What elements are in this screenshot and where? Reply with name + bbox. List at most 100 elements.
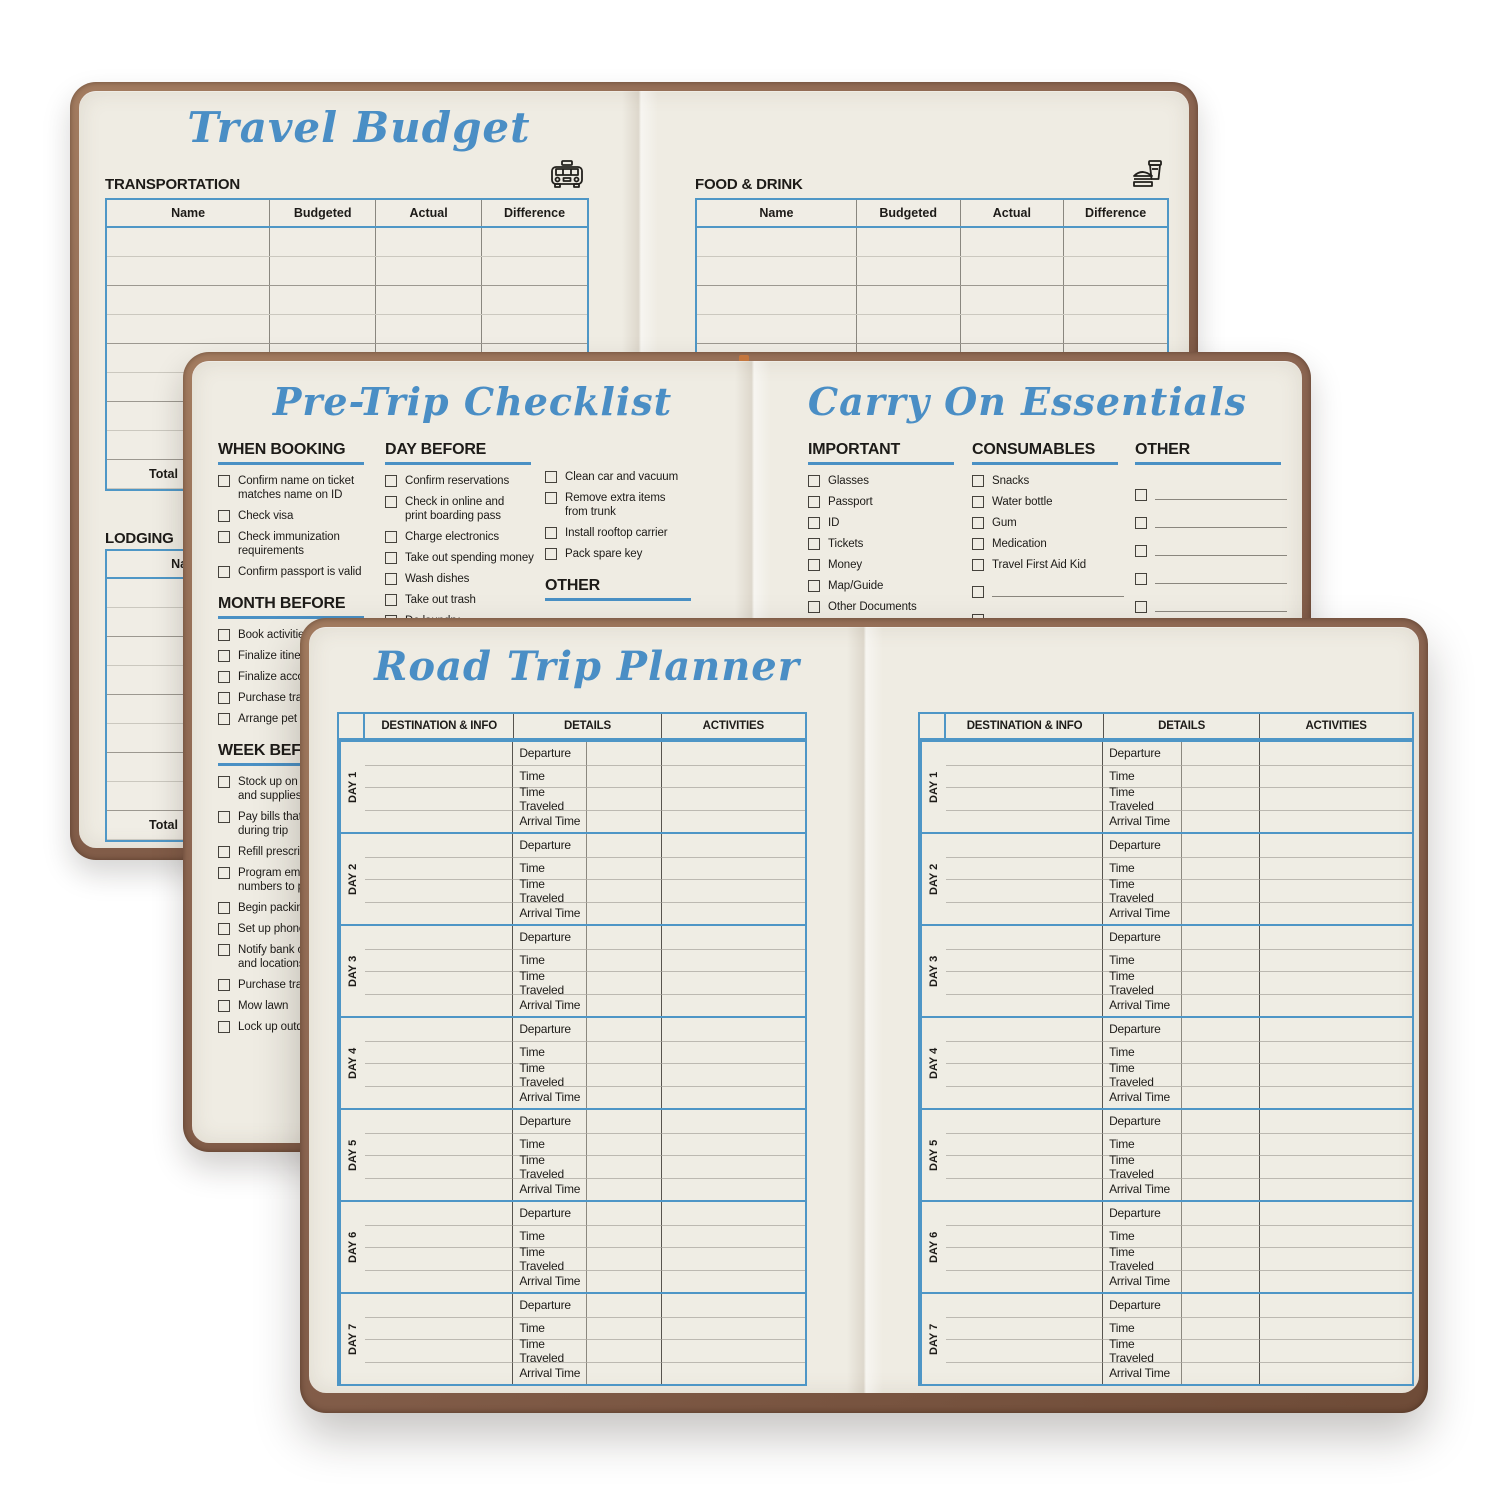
heading-underline [218, 462, 364, 465]
checklist-item: Mow lawn [218, 999, 376, 1013]
checklist-item-label: Other Documents [828, 601, 917, 613]
day-label: DAY 4 [339, 1018, 365, 1108]
detail-label-cell: Departure [513, 742, 588, 765]
checklist-item: Set up phone [218, 922, 376, 936]
activities-cell [661, 1224, 805, 1248]
checklist-item-label: Mow lawn [238, 1000, 289, 1012]
activities-cell [1260, 1224, 1412, 1248]
checklist-item-label: Check immunization requirements [238, 531, 340, 557]
detail-entry-cell [1181, 1177, 1261, 1200]
checklist-item-label: Travel First Aid Kid [992, 559, 1087, 571]
checkbox-icon [218, 923, 230, 935]
destination-cell [365, 1361, 514, 1384]
day-column-header [339, 714, 365, 738]
detail-entry-cell [1181, 1155, 1261, 1178]
checklist-item: Take out trash [385, 593, 543, 607]
activities-cell [1260, 901, 1412, 925]
checklist-item-label: Pack spare key [565, 548, 643, 560]
carryon-section-heading: CONSUMABLES [972, 441, 1096, 458]
detail-label-cell: Time [513, 1224, 588, 1247]
food-drink-section-header: FOOD & DRINK [695, 157, 1165, 193]
budget-table-cell [107, 228, 271, 256]
checklist-item-label: Gum [992, 517, 1017, 529]
budget-column-header: Name [107, 200, 271, 226]
destination-cell [946, 1040, 1104, 1063]
activities-cell [1260, 1110, 1412, 1133]
spacer [1135, 474, 1287, 482]
detail-entry-cell [587, 1316, 662, 1339]
detail-entry-cell [587, 809, 662, 832]
details-column-header: DETAILS [513, 714, 662, 738]
checklist-item: Other Documents [808, 600, 960, 614]
checkbox-icon [972, 496, 984, 508]
detail-entry-cell [1181, 787, 1261, 810]
activities-cell [1260, 993, 1412, 1017]
day-label: DAY 1 [339, 742, 365, 832]
destination-cell [365, 1063, 514, 1086]
detail-entry-cell [1181, 971, 1261, 994]
detail-label-cell: Arrival Time [1103, 1269, 1182, 1292]
destination-cell [946, 879, 1104, 902]
activities-cell [661, 1339, 805, 1362]
destination-cell [365, 879, 514, 902]
detail-entry-cell [587, 1085, 662, 1108]
checklist-item: Map/Guide [808, 579, 960, 593]
budget-table-cell [482, 228, 587, 256]
destination-cell [946, 926, 1104, 949]
carryon-column-other: OTHER [1135, 441, 1287, 622]
write-in-row [972, 579, 1124, 600]
detail-entry-cell [1181, 948, 1261, 971]
detail-entry-cell [587, 879, 662, 902]
activities-cell [1260, 1063, 1412, 1086]
detail-entry-cell [587, 834, 662, 857]
destination-cell [946, 948, 1104, 971]
checklist-item-label: Tickets [828, 538, 864, 550]
checklist-column-3: Clean car and vacuum Remove extra items f… [545, 470, 703, 610]
checklist-section-heading: DAY BEFORE [385, 441, 487, 458]
activities-cell [1260, 1040, 1412, 1064]
checklist-item: Refill prescrip [218, 845, 376, 859]
checklist-item-label: Refill prescrip [238, 846, 307, 858]
checklist-item: Clean car and vacuum [545, 470, 703, 484]
destination-cell [365, 1247, 514, 1270]
budget-table-cell [961, 257, 1065, 285]
day-label: DAY 2 [339, 834, 365, 924]
write-in-line [1155, 610, 1287, 612]
detail-label-cell: Time [1103, 1224, 1182, 1247]
detail-entry-cell [587, 993, 662, 1016]
destination-cell [365, 1155, 514, 1178]
checklist-item-label: Confirm reservations [405, 475, 510, 487]
day-label: DAY 2 [920, 834, 946, 924]
budget-column-header: Actual [376, 200, 483, 226]
detail-entry-cell [1181, 1085, 1261, 1108]
detail-label-cell: Time Traveled [1103, 877, 1182, 905]
detail-entry-cell [1182, 926, 1261, 949]
budget-column-header: Difference [1085, 206, 1147, 220]
day-block: DAY 6 Departure Time Time Traveled Arrival T… [920, 1200, 1412, 1292]
checkbox-icon [1135, 573, 1147, 585]
budget-table-cell [482, 286, 587, 314]
budget-table-cell [107, 315, 271, 343]
detail-label-cell: Time [1103, 856, 1182, 879]
detail-label-cell: Departure [513, 926, 588, 949]
checklist-item: Pack spare key [545, 547, 703, 561]
detail-entry-cell [1181, 1339, 1261, 1362]
detail-entry-cell [1181, 856, 1261, 879]
checklist-item-label: Stock up on p and supplies [238, 776, 307, 802]
destination-cell [365, 742, 514, 765]
checkbox-icon [218, 692, 230, 704]
write-in-line [1155, 554, 1287, 556]
budget-table-cell [107, 257, 271, 285]
lodging-section-header: LODGING [105, 511, 585, 547]
activities-cell [1260, 1202, 1412, 1225]
checklist-section-heading: OTHER [545, 577, 601, 594]
detail-label-cell: Time [1103, 1132, 1182, 1155]
checklist-item-label: Program eme numbers to p [238, 867, 307, 893]
carryon-section-heading: OTHER [1135, 441, 1191, 458]
destination-cell [946, 1202, 1104, 1225]
checklist-item-label: Purchase trav [238, 979, 308, 991]
budget-column-header: Difference [503, 206, 566, 220]
activities-cell [662, 742, 805, 765]
destination-cell [365, 1316, 514, 1339]
detail-entry-cell [1182, 742, 1261, 765]
